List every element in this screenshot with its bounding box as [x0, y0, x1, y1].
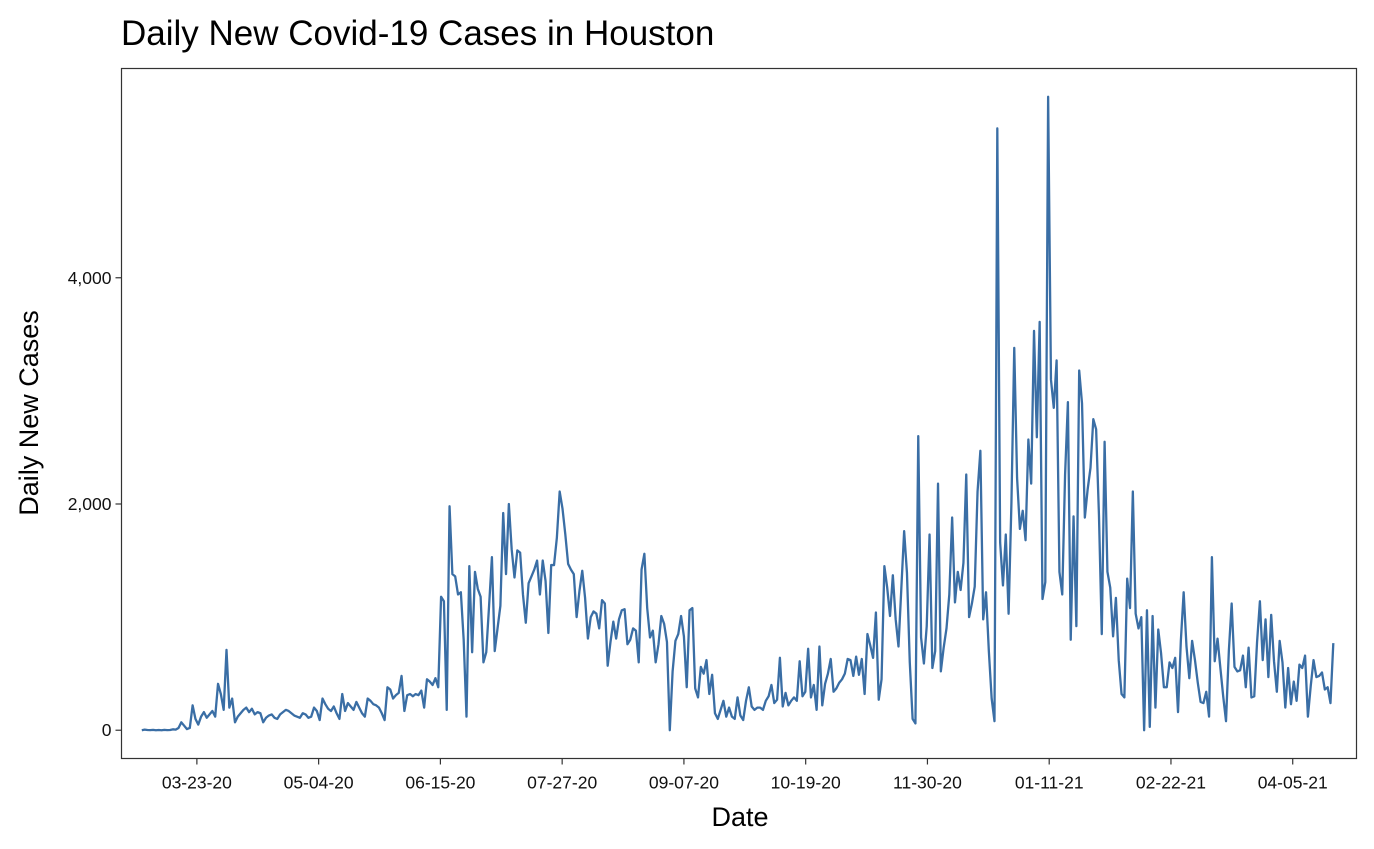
y-tick-label: 0	[102, 720, 112, 740]
plot-panel	[120, 67, 1358, 760]
x-tick-label: 04-05-21	[1258, 773, 1328, 793]
x-axis: 03-23-20 05-04-20 06-15-20 07-27-20 09-07-20…	[162, 758, 1328, 793]
x-tick-label: 01-11-21	[1015, 773, 1084, 793]
y-tick-label: 4,000	[68, 268, 112, 288]
series-line-daily-new-cases	[141, 95, 1335, 732]
x-tick-label: 11-30-20	[893, 773, 962, 793]
x-tick-label: 10-19-20	[771, 773, 841, 793]
chart-title: Daily New Covid-19 Cases in Houston	[121, 14, 714, 53]
y-axis: 0 2,000 4,000	[68, 268, 122, 740]
x-tick-label: 05-04-20	[284, 773, 354, 793]
x-tick-label: 06-15-20	[405, 773, 475, 793]
y-tick-label: 2,000	[68, 494, 112, 514]
x-tick-label: 09-07-20	[649, 773, 719, 793]
x-tick-label: 07-27-20	[527, 773, 597, 793]
x-axis-title: Date	[711, 802, 768, 832]
x-tick-label: 03-23-20	[162, 773, 232, 793]
x-tick-label: 02-22-21	[1136, 773, 1206, 793]
y-axis-title: Daily New Cases	[14, 310, 44, 516]
